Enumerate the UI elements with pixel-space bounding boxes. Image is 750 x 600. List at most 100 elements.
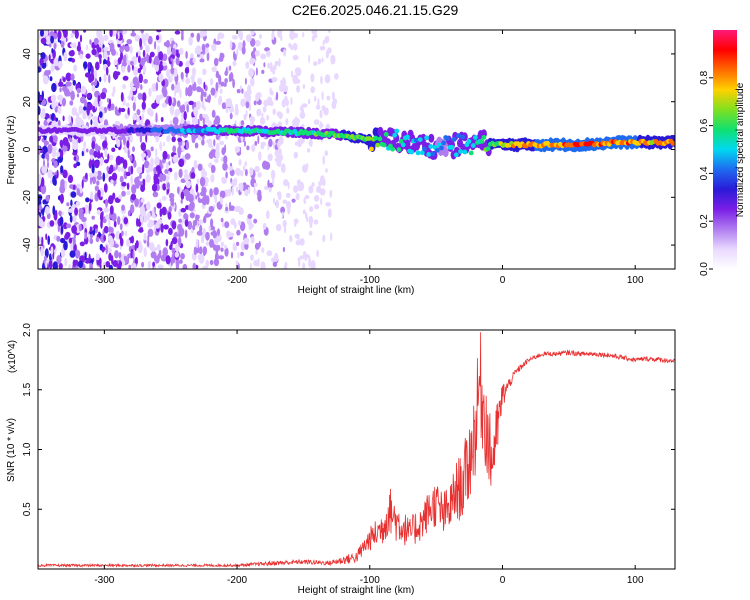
noise-blob bbox=[102, 140, 108, 149]
noise-blob bbox=[120, 92, 124, 102]
noise-blob bbox=[196, 192, 200, 198]
noise-blob bbox=[80, 120, 85, 126]
noise-blob bbox=[91, 164, 95, 174]
noise-blob bbox=[270, 90, 274, 96]
ridge-core bbox=[392, 132, 398, 138]
ridge-core bbox=[400, 142, 406, 148]
noise-blob bbox=[322, 39, 325, 46]
noise-blob bbox=[183, 173, 189, 182]
noise-blob bbox=[105, 261, 111, 268]
noise-blob bbox=[197, 197, 201, 203]
noise-blob bbox=[128, 166, 132, 174]
noise-blob bbox=[168, 75, 173, 83]
noise-blob bbox=[122, 75, 129, 81]
noise-blob bbox=[236, 229, 241, 236]
noise-blob bbox=[120, 256, 125, 262]
noise-blob bbox=[98, 33, 103, 43]
noise-blob bbox=[258, 151, 262, 161]
noise-blob bbox=[188, 36, 193, 46]
noise-blob bbox=[169, 197, 175, 203]
noise-blob bbox=[73, 184, 76, 190]
noise-blob bbox=[155, 148, 158, 157]
noise-blob bbox=[282, 199, 288, 204]
noise-blob bbox=[199, 176, 206, 187]
noise-blob bbox=[162, 173, 167, 182]
x-tick-label: -100 bbox=[360, 575, 380, 586]
noise-blob bbox=[80, 85, 87, 95]
noise-blob bbox=[52, 175, 56, 186]
noise-blob bbox=[233, 177, 238, 185]
noise-blob bbox=[302, 262, 306, 269]
noise-blob bbox=[65, 72, 72, 82]
noise-blob bbox=[249, 262, 252, 269]
noise-blob bbox=[135, 181, 140, 189]
noise-blob bbox=[94, 185, 99, 191]
noise-blob bbox=[325, 168, 328, 173]
ridge-core bbox=[468, 150, 474, 156]
noise-blob bbox=[162, 150, 168, 160]
snr-x-label: Height of straight line (km) bbox=[298, 585, 415, 596]
noise-blob bbox=[274, 252, 279, 262]
noise-blob bbox=[232, 60, 237, 67]
noise-blob bbox=[103, 225, 109, 234]
noise-blob bbox=[167, 211, 172, 220]
noise-blob bbox=[175, 49, 179, 57]
noise-blob bbox=[108, 252, 112, 261]
noise-blob bbox=[51, 82, 57, 93]
ridge-core bbox=[419, 150, 425, 156]
noise-blob bbox=[136, 109, 141, 116]
noise-blob bbox=[263, 99, 269, 107]
noise-blob bbox=[115, 155, 122, 166]
noise-blob bbox=[307, 98, 311, 105]
noise-blob bbox=[205, 241, 210, 246]
noise-blob bbox=[143, 78, 149, 84]
noise-blob bbox=[66, 202, 70, 207]
noise-blob bbox=[294, 233, 300, 239]
noise-blob bbox=[234, 146, 241, 153]
noise-blob bbox=[99, 76, 102, 82]
noise-blob bbox=[203, 81, 206, 90]
noise-blob bbox=[250, 236, 255, 244]
noise-blob bbox=[72, 79, 77, 86]
noise-blob bbox=[58, 262, 63, 269]
noise-blob bbox=[102, 110, 105, 115]
noise-blob bbox=[183, 213, 189, 220]
noise-blob bbox=[69, 215, 73, 223]
noise-blob bbox=[197, 163, 203, 171]
noise-blob bbox=[142, 49, 146, 58]
noise-blob bbox=[314, 194, 320, 202]
ridge-core bbox=[479, 139, 485, 144]
noise-blob bbox=[147, 260, 152, 269]
noise-blob bbox=[72, 151, 77, 156]
noise-blob bbox=[49, 220, 55, 227]
noise-blob bbox=[306, 163, 309, 169]
noise-blob bbox=[201, 186, 205, 195]
noise-blob bbox=[250, 254, 254, 261]
noise-blob bbox=[57, 120, 61, 127]
noise-blob bbox=[208, 225, 211, 232]
noise-blob bbox=[141, 261, 145, 268]
noise-blob bbox=[286, 107, 290, 114]
noise-blob bbox=[139, 205, 145, 216]
noise-blob bbox=[121, 190, 126, 197]
noise-blob bbox=[101, 247, 105, 253]
noise-blob bbox=[79, 53, 84, 60]
noise-blob bbox=[189, 212, 195, 219]
noise-blob bbox=[132, 101, 136, 112]
noise-blob bbox=[150, 157, 154, 168]
noise-blob bbox=[51, 148, 57, 158]
noise-blob bbox=[112, 86, 116, 94]
noise-blob bbox=[48, 260, 53, 269]
x-tick-label: 100 bbox=[627, 275, 644, 286]
ridge-core bbox=[394, 128, 400, 134]
ridge-core bbox=[470, 143, 476, 148]
noise-blob bbox=[79, 34, 83, 43]
noise-blob bbox=[92, 176, 96, 185]
noise-blob bbox=[132, 113, 137, 121]
noise-blob bbox=[163, 224, 169, 230]
noise-blob bbox=[156, 202, 162, 209]
noise-blob bbox=[231, 107, 234, 112]
noise-blob bbox=[128, 264, 132, 269]
noise-blob bbox=[50, 246, 54, 255]
noise-blob bbox=[119, 233, 122, 241]
